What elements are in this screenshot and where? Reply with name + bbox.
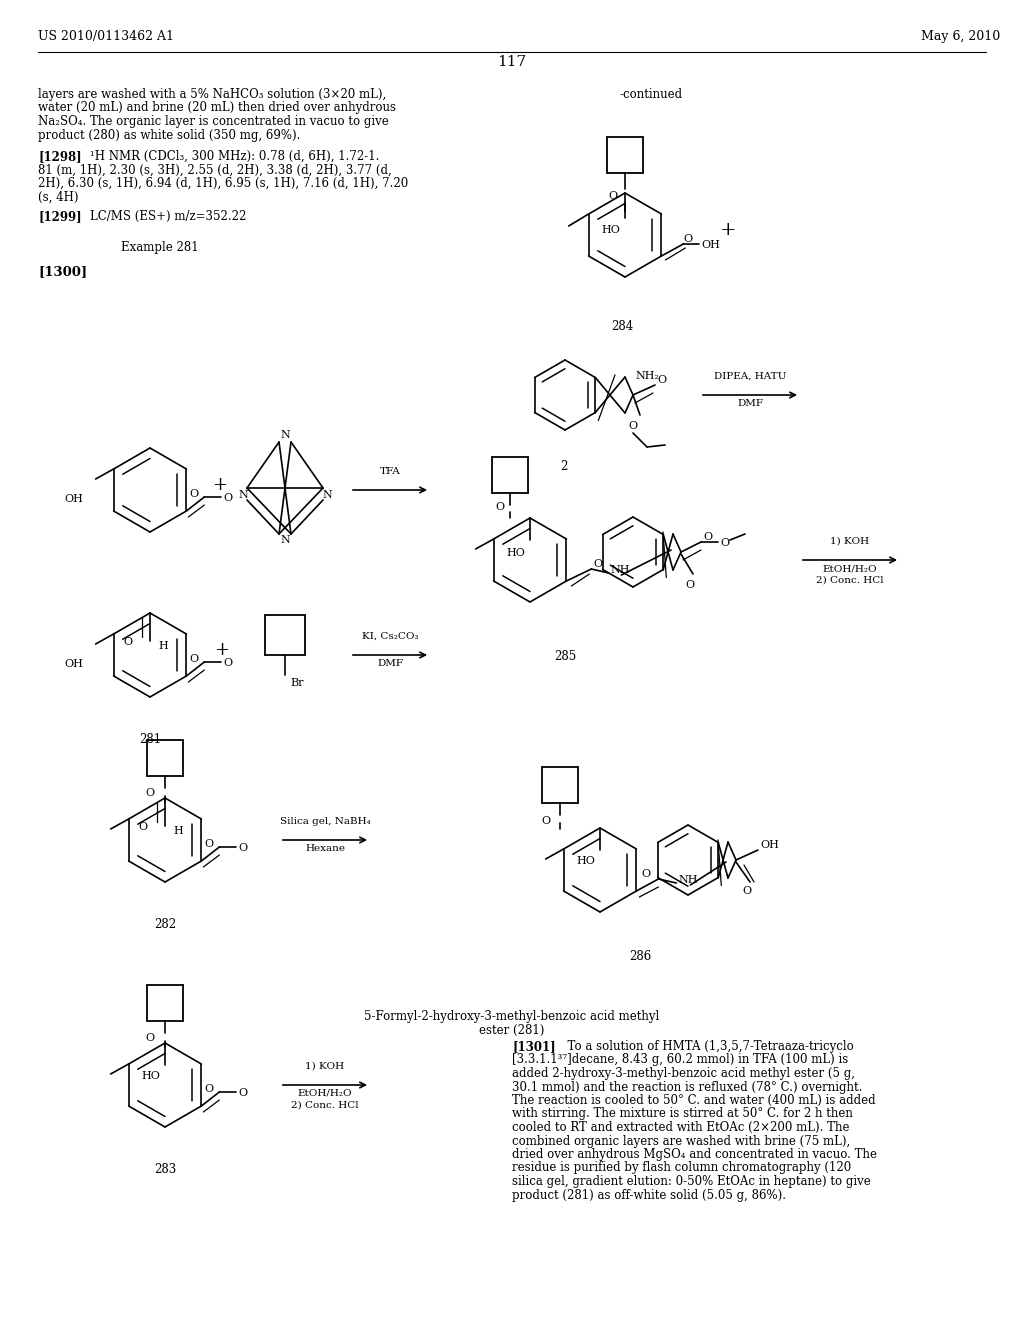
Text: 5-Formyl-2-hydroxy-3-methyl-benzoic acid methyl: 5-Formyl-2-hydroxy-3-methyl-benzoic acid… (365, 1010, 659, 1023)
Text: 285: 285 (554, 649, 577, 663)
Text: O: O (593, 558, 602, 569)
Text: NH₂: NH₂ (635, 371, 658, 381)
Text: Br: Br (290, 678, 303, 688)
Text: O: O (496, 502, 505, 512)
Text: O: O (145, 788, 155, 799)
Text: water (20 mL) and brine (20 mL) then dried over anhydrous: water (20 mL) and brine (20 mL) then dri… (38, 102, 396, 115)
Text: [1301]: [1301] (512, 1040, 556, 1053)
Text: O: O (541, 816, 550, 826)
Text: OH: OH (65, 494, 84, 504)
Text: O: O (205, 1084, 214, 1094)
Text: [1300]: [1300] (38, 265, 87, 279)
Text: dried over anhydrous MgSO₄ and concentrated in vacuo. The: dried over anhydrous MgSO₄ and concentra… (512, 1148, 877, 1162)
Text: O: O (223, 657, 232, 668)
Text: (s, 4H): (s, 4H) (38, 190, 79, 203)
Text: cooled to RT and extracted with EtOAc (2×200 mL). The: cooled to RT and extracted with EtOAc (2… (512, 1121, 850, 1134)
Text: O: O (239, 1088, 248, 1098)
Text: H: H (173, 826, 182, 836)
Text: residue is purified by flash column chromatography (120: residue is purified by flash column chro… (512, 1162, 851, 1175)
Text: layers are washed with a 5% NaHCO₃ solution (3×20 mL),: layers are washed with a 5% NaHCO₃ solut… (38, 88, 386, 102)
Text: N: N (281, 430, 290, 440)
Text: O: O (223, 492, 232, 503)
Text: KI, Cs₂CO₃: KI, Cs₂CO₃ (361, 632, 418, 642)
Text: 281: 281 (139, 733, 161, 746)
Text: OH: OH (65, 659, 84, 669)
Text: O: O (629, 421, 638, 432)
Text: 1) KOH: 1) KOH (305, 1063, 344, 1071)
Text: NH: NH (678, 875, 698, 884)
Text: HO: HO (601, 224, 620, 235)
Text: ester (281): ester (281) (479, 1024, 545, 1038)
Text: O: O (145, 1034, 155, 1043)
Text: EtOH/H₂O: EtOH/H₂O (822, 564, 878, 573)
Text: [1298]: [1298] (38, 150, 82, 162)
Text: 30.1 mmol) and the reaction is refluxed (78° C.) overnight.: 30.1 mmol) and the reaction is refluxed … (512, 1081, 862, 1093)
Text: O: O (239, 843, 248, 853)
Text: [3.3.1.1³⁷]decane, 8.43 g, 60.2 mmol) in TFA (100 mL) is: [3.3.1.1³⁷]decane, 8.43 g, 60.2 mmol) in… (512, 1053, 848, 1067)
Text: Na₂SO₄. The organic layer is concentrated in vacuo to give: Na₂SO₄. The organic layer is concentrate… (38, 115, 389, 128)
Text: O: O (642, 869, 651, 879)
Text: added 2-hydroxy-3-methyl-benzoic acid methyl ester (5 g,: added 2-hydroxy-3-methyl-benzoic acid me… (512, 1067, 855, 1080)
Text: 282: 282 (154, 917, 176, 931)
Text: Example 281: Example 281 (121, 242, 199, 255)
Text: May 6, 2010: May 6, 2010 (921, 30, 1000, 44)
Text: O: O (189, 653, 199, 664)
Text: O: O (189, 488, 199, 499)
Text: O: O (657, 375, 667, 385)
Text: To a solution of HMTA (1,3,5,7-Tetraaza-tricyclo: To a solution of HMTA (1,3,5,7-Tetraaza-… (560, 1040, 854, 1053)
Text: N: N (281, 535, 290, 545)
Text: O: O (720, 539, 729, 548)
Text: 2: 2 (560, 459, 567, 473)
Text: HO: HO (506, 548, 525, 558)
Text: O: O (685, 579, 694, 590)
Text: 286: 286 (629, 950, 651, 964)
Text: US 2010/0113462 A1: US 2010/0113462 A1 (38, 30, 174, 44)
Text: Silica gel, NaBH₄: Silica gel, NaBH₄ (280, 817, 371, 826)
Text: O: O (742, 886, 752, 896)
Text: O: O (703, 532, 712, 543)
Text: [1299]: [1299] (38, 210, 82, 223)
Text: HO: HO (141, 1071, 160, 1081)
Text: O: O (205, 840, 214, 849)
Text: 2) Conc. HCl: 2) Conc. HCl (816, 576, 884, 585)
Text: N: N (323, 490, 332, 500)
Text: product (280) as white solid (350 mg, 69%).: product (280) as white solid (350 mg, 69… (38, 128, 300, 141)
Text: +: + (720, 220, 736, 239)
Text: N: N (239, 490, 248, 500)
Text: 1) KOH: 1) KOH (830, 537, 869, 546)
Text: 284: 284 (611, 319, 633, 333)
Text: EtOH/H₂O: EtOH/H₂O (298, 1089, 352, 1098)
Text: O: O (608, 191, 617, 201)
Text: 283: 283 (154, 1163, 176, 1176)
Text: O: O (124, 638, 132, 647)
Text: product (281) as off-white solid (5.05 g, 86%).: product (281) as off-white solid (5.05 g… (512, 1188, 786, 1201)
Text: 117: 117 (498, 55, 526, 69)
Text: 81 (m, 1H), 2.30 (s, 3H), 2.55 (d, 2H), 3.38 (d, 2H), 3.77 (d,: 81 (m, 1H), 2.30 (s, 3H), 2.55 (d, 2H), … (38, 164, 392, 177)
Text: O: O (138, 822, 147, 832)
Text: DIPEA, HATU: DIPEA, HATU (714, 372, 786, 381)
Text: TFA: TFA (380, 467, 400, 477)
Text: ¹H NMR (CDCl₃, 300 MHz): 0.78 (d, 6H), 1.72-1.: ¹H NMR (CDCl₃, 300 MHz): 0.78 (d, 6H), 1… (90, 150, 379, 162)
Text: DMF: DMF (737, 399, 763, 408)
Text: HO: HO (577, 855, 595, 866)
Text: O: O (683, 234, 692, 244)
Text: The reaction is cooled to 50° C. and water (400 mL) is added: The reaction is cooled to 50° C. and wat… (512, 1094, 876, 1107)
Text: NH: NH (610, 565, 630, 576)
Text: Hexane: Hexane (305, 843, 345, 853)
Text: with stirring. The mixture is stirred at 50° C. for 2 h then: with stirring. The mixture is stirred at… (512, 1107, 853, 1121)
Text: combined organic layers are washed with brine (75 mL),: combined organic layers are washed with … (512, 1134, 850, 1147)
Text: DMF: DMF (377, 659, 403, 668)
Text: +: + (213, 477, 227, 494)
Text: 2) Conc. HCl: 2) Conc. HCl (291, 1101, 358, 1110)
Text: OH: OH (760, 840, 779, 850)
Text: silica gel, gradient elution: 0-50% EtOAc in heptane) to give: silica gel, gradient elution: 0-50% EtOA… (512, 1175, 870, 1188)
Text: 2H), 6.30 (s, 1H), 6.94 (d, 1H), 6.95 (s, 1H), 7.16 (d, 1H), 7.20: 2H), 6.30 (s, 1H), 6.94 (d, 1H), 6.95 (s… (38, 177, 409, 190)
Text: OH: OH (701, 240, 720, 249)
Text: LC/MS (ES+) m/z=352.22: LC/MS (ES+) m/z=352.22 (90, 210, 247, 223)
Text: H: H (158, 642, 168, 651)
Text: +: + (214, 642, 229, 659)
Text: -continued: -continued (620, 88, 683, 102)
